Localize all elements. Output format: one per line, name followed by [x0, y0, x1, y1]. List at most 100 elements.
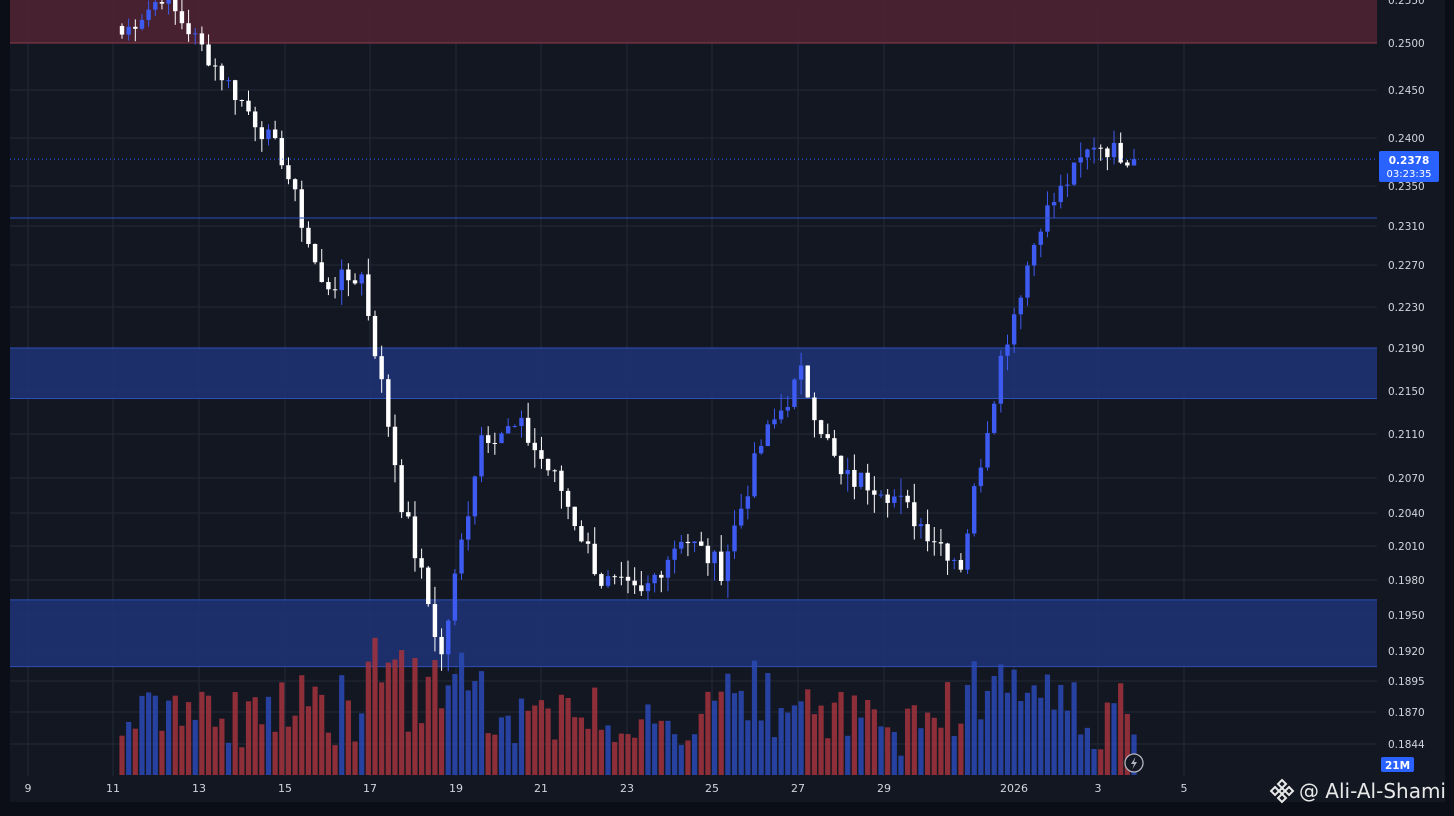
- candle-bull: [725, 551, 731, 581]
- volume-label: 21M: [1385, 760, 1410, 772]
- volume-bar-bear: [905, 708, 911, 775]
- volume-bar-bear: [312, 686, 318, 775]
- price-tick-label: 0.2350: [1388, 181, 1425, 193]
- candle-bear: [619, 576, 624, 578]
- candle-bear: [346, 269, 351, 281]
- candle-bull: [146, 9, 151, 20]
- time-axis[interactable]: 9 11 13 15 17 19 21 23 25 27 29 2026 3 5: [25, 782, 1188, 795]
- volume-bar-bull: [1031, 685, 1037, 775]
- candle-bull: [1085, 149, 1090, 158]
- candle-bear: [386, 379, 391, 427]
- volume-bar-bear: [219, 718, 225, 775]
- candle-bear: [912, 502, 917, 527]
- volume-bar-bull: [452, 673, 458, 775]
- volume-bar-bear: [385, 662, 391, 775]
- candle-bear: [905, 495, 910, 503]
- volume-bar-bear: [578, 717, 584, 775]
- lightning-bolt-icon[interactable]: [1124, 753, 1144, 773]
- candle-bear: [705, 545, 711, 564]
- price-tick-label: 0.1870: [1388, 707, 1425, 719]
- volume-bar-bear: [132, 728, 138, 775]
- candle-bull: [792, 379, 797, 408]
- volume-bar-bear: [119, 735, 125, 775]
- candle-bear: [179, 11, 185, 24]
- volume-bar-bull: [672, 734, 678, 775]
- volume-bar-bull: [1058, 685, 1064, 775]
- candle-bull: [998, 355, 1004, 404]
- candle-bear: [579, 526, 584, 542]
- candle-bull: [858, 472, 864, 487]
- price-tick-label: 0.2230: [1388, 302, 1425, 314]
- candle-bull: [1025, 265, 1030, 298]
- volume-bar-bear: [944, 682, 951, 775]
- candle-bear: [159, 2, 165, 4]
- volume-bar-bear: [272, 731, 278, 775]
- candle-bull: [798, 365, 804, 380]
- candle-bull: [139, 19, 145, 29]
- volume-bar-bear: [412, 658, 418, 775]
- candle-bear: [366, 274, 371, 316]
- candle-bear: [133, 26, 138, 29]
- candle-bear: [352, 280, 358, 284]
- volume-bar-bear: [352, 741, 358, 775]
- candle-bull: [972, 486, 977, 534]
- price-axis[interactable]: 0.2550 0.2500 0.2450 0.2400 0.2350 0.2310 0.22…: [1388, 0, 1425, 751]
- volume-bar-bull: [1024, 692, 1031, 775]
- volume-bar-bull: [1091, 748, 1097, 775]
- volume-bar-bull: [1004, 692, 1011, 775]
- volume-bar-bull: [498, 717, 505, 775]
- time-axis-area[interactable]: [10, 776, 1445, 802]
- volume-bar-bear: [325, 732, 331, 775]
- price-tick-label: 0.2550: [1388, 0, 1425, 7]
- volume-bar-bear: [432, 660, 438, 775]
- candle-bull: [1078, 157, 1083, 163]
- volume-bar-bull: [991, 676, 997, 775]
- volume-bar-bear: [632, 737, 638, 775]
- support-resistance-zones: [10, 0, 1377, 668]
- volume-bar-bear: [525, 710, 531, 775]
- candle-bear: [719, 551, 724, 581]
- volume-tag-bg: [1381, 757, 1414, 772]
- candle-bear: [592, 543, 597, 575]
- candle-bear: [485, 435, 491, 444]
- price-axis-area[interactable]: [1377, 0, 1445, 776]
- candle-bear: [199, 33, 205, 45]
- candle-bear: [585, 541, 591, 544]
- candle-bear: [925, 524, 930, 542]
- volume-bar-bear: [865, 699, 871, 775]
- volume-bar-bear: [805, 689, 811, 775]
- candle-bear: [173, 0, 178, 12]
- volume-bar-bull: [745, 720, 751, 775]
- volume-bar-bear: [552, 739, 558, 775]
- volume-bar-bull: [518, 698, 525, 775]
- candle-bear: [932, 541, 937, 543]
- volume-bar-bear: [1098, 749, 1104, 775]
- price-tick-label: 0.1920: [1388, 646, 1425, 658]
- volume-bar-bear: [811, 714, 818, 775]
- candle-bull: [765, 424, 771, 447]
- candle-bear: [492, 443, 498, 445]
- volume-bar-bull: [139, 695, 145, 775]
- candle-bull: [732, 525, 737, 552]
- candle-bull: [359, 274, 364, 284]
- price-tick-label: 0.2450: [1388, 85, 1425, 97]
- candle-bull: [1005, 344, 1010, 356]
- volume-bar-bull: [1084, 727, 1090, 775]
- volume-bar-bull: [1038, 697, 1044, 775]
- volume-bar-bull: [891, 731, 897, 775]
- volume-bar-bear: [545, 708, 551, 775]
- volume-bar-bear: [425, 676, 431, 775]
- candle-bull: [692, 541, 697, 544]
- candle-bull: [952, 559, 957, 561]
- volume-bar-bear: [485, 733, 491, 775]
- time-tick-label: 15: [278, 782, 292, 795]
- volume-bar-bull: [512, 743, 518, 775]
- volume-bar-bear: [299, 675, 305, 775]
- candle-bull: [459, 539, 464, 574]
- candle-bull: [1131, 159, 1137, 166]
- volume-bar-bull: [645, 704, 651, 775]
- candle-bear: [958, 559, 964, 570]
- candle-bull: [965, 533, 970, 570]
- volume-bar-bull: [751, 660, 758, 775]
